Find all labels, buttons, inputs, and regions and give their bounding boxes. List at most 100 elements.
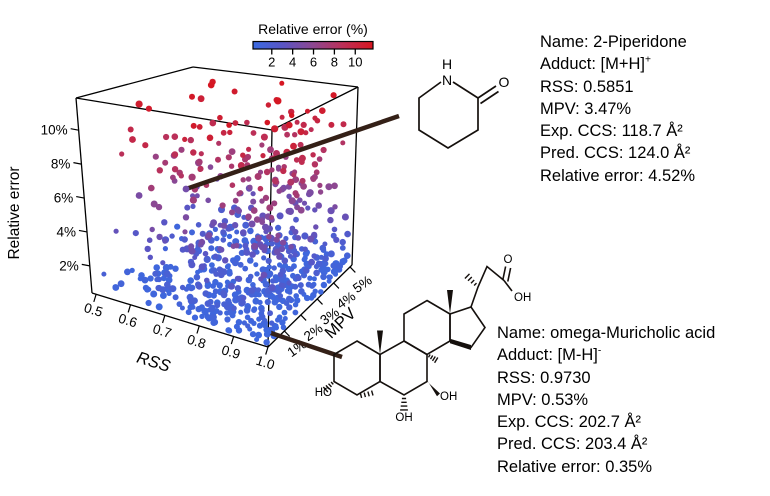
data-point xyxy=(292,302,299,308)
data-point xyxy=(249,331,257,338)
methyl-hash-c20 xyxy=(464,273,477,286)
data-point xyxy=(187,297,195,305)
data-point xyxy=(280,167,287,175)
data-point xyxy=(276,253,283,260)
data-point xyxy=(286,280,292,286)
data-point xyxy=(262,223,269,231)
data-point xyxy=(280,324,287,331)
data-point xyxy=(301,232,309,240)
colorbar-tick-label: 8 xyxy=(331,55,338,70)
cube-edge xyxy=(267,264,353,348)
data-point xyxy=(155,203,163,211)
data-point xyxy=(267,310,273,317)
data-point xyxy=(210,219,218,227)
data-point xyxy=(147,254,153,260)
data-point xyxy=(313,169,320,176)
data-point xyxy=(287,253,293,259)
data-point xyxy=(255,331,262,339)
data-point xyxy=(259,198,265,204)
data-point xyxy=(216,140,222,146)
data-point xyxy=(231,222,239,229)
data-point xyxy=(306,189,314,197)
data-point xyxy=(117,280,125,288)
data-point xyxy=(287,178,295,186)
data-point xyxy=(327,250,335,258)
annotation-relative-error: Relative error: 0.35% xyxy=(497,457,652,476)
data-point xyxy=(219,202,226,209)
data-point xyxy=(141,276,149,284)
data-point xyxy=(171,133,179,140)
data-point xyxy=(247,184,253,190)
annotation-exp-ccs: Exp. CCS: 202.7 Å² xyxy=(497,413,641,432)
data-point xyxy=(311,253,318,259)
data-point xyxy=(285,295,293,303)
cube-edge xyxy=(91,292,269,348)
data-point xyxy=(187,136,194,144)
steroid-hash-bonds xyxy=(322,273,477,411)
data-point xyxy=(220,237,227,243)
data-point xyxy=(246,146,252,152)
data-point xyxy=(245,323,251,329)
data-point xyxy=(328,121,335,128)
data-point xyxy=(292,309,299,316)
adduct-text: Adduct: [M-H] xyxy=(497,346,598,365)
cube-edge xyxy=(271,86,359,131)
data-point xyxy=(333,236,340,243)
data-point xyxy=(330,262,337,269)
z-axis-tick xyxy=(81,263,90,267)
data-point xyxy=(208,245,215,252)
data-point xyxy=(160,292,167,299)
annotation-adduct: Adduct: [M-H]- xyxy=(497,344,715,366)
adduct-charge: + xyxy=(645,54,651,66)
data-point xyxy=(188,243,195,250)
data-point xyxy=(220,222,228,229)
data-point xyxy=(138,272,145,279)
data-point xyxy=(237,261,244,268)
data-point xyxy=(251,307,257,314)
data-point xyxy=(284,131,290,138)
data-point xyxy=(269,240,275,247)
data-point xyxy=(315,202,323,209)
x-axis-tick xyxy=(196,325,200,334)
data-point xyxy=(261,255,267,261)
data-point xyxy=(270,278,276,284)
data-point xyxy=(156,167,163,174)
data-point xyxy=(298,154,306,162)
data-point xyxy=(266,204,274,212)
data-point xyxy=(262,281,270,288)
data-point xyxy=(277,293,284,299)
data-point xyxy=(283,235,289,242)
data-point xyxy=(213,271,219,277)
data-point xyxy=(199,313,205,320)
data-point xyxy=(207,164,214,170)
data-point xyxy=(230,243,237,249)
data-point xyxy=(302,246,308,252)
data-point xyxy=(188,285,194,292)
methyl-wedge-c18 xyxy=(447,290,453,314)
data-point xyxy=(276,303,283,311)
data-point xyxy=(198,263,206,271)
data-point xyxy=(308,127,314,133)
scatter-points xyxy=(101,78,351,346)
data-point xyxy=(276,212,284,220)
data-point xyxy=(271,200,278,207)
data-point xyxy=(144,245,151,253)
data-point xyxy=(263,339,270,346)
data-point xyxy=(204,313,211,320)
annotation-relative-error: Relative error: 4.52% xyxy=(540,166,695,185)
data-point xyxy=(341,213,349,221)
data-point xyxy=(269,215,275,220)
atom-label: OH xyxy=(514,292,531,304)
y-axis-tick-label: 2% xyxy=(301,321,326,344)
z-axis-tick-label: 8% xyxy=(51,157,71,172)
data-point xyxy=(155,285,162,291)
data-point xyxy=(279,319,286,326)
data-point xyxy=(322,255,329,262)
data-point xyxy=(178,173,184,179)
data-point xyxy=(304,295,311,302)
data-point xyxy=(155,303,163,311)
data-point xyxy=(187,277,194,284)
data-point xyxy=(225,327,232,334)
data-point xyxy=(285,207,293,215)
